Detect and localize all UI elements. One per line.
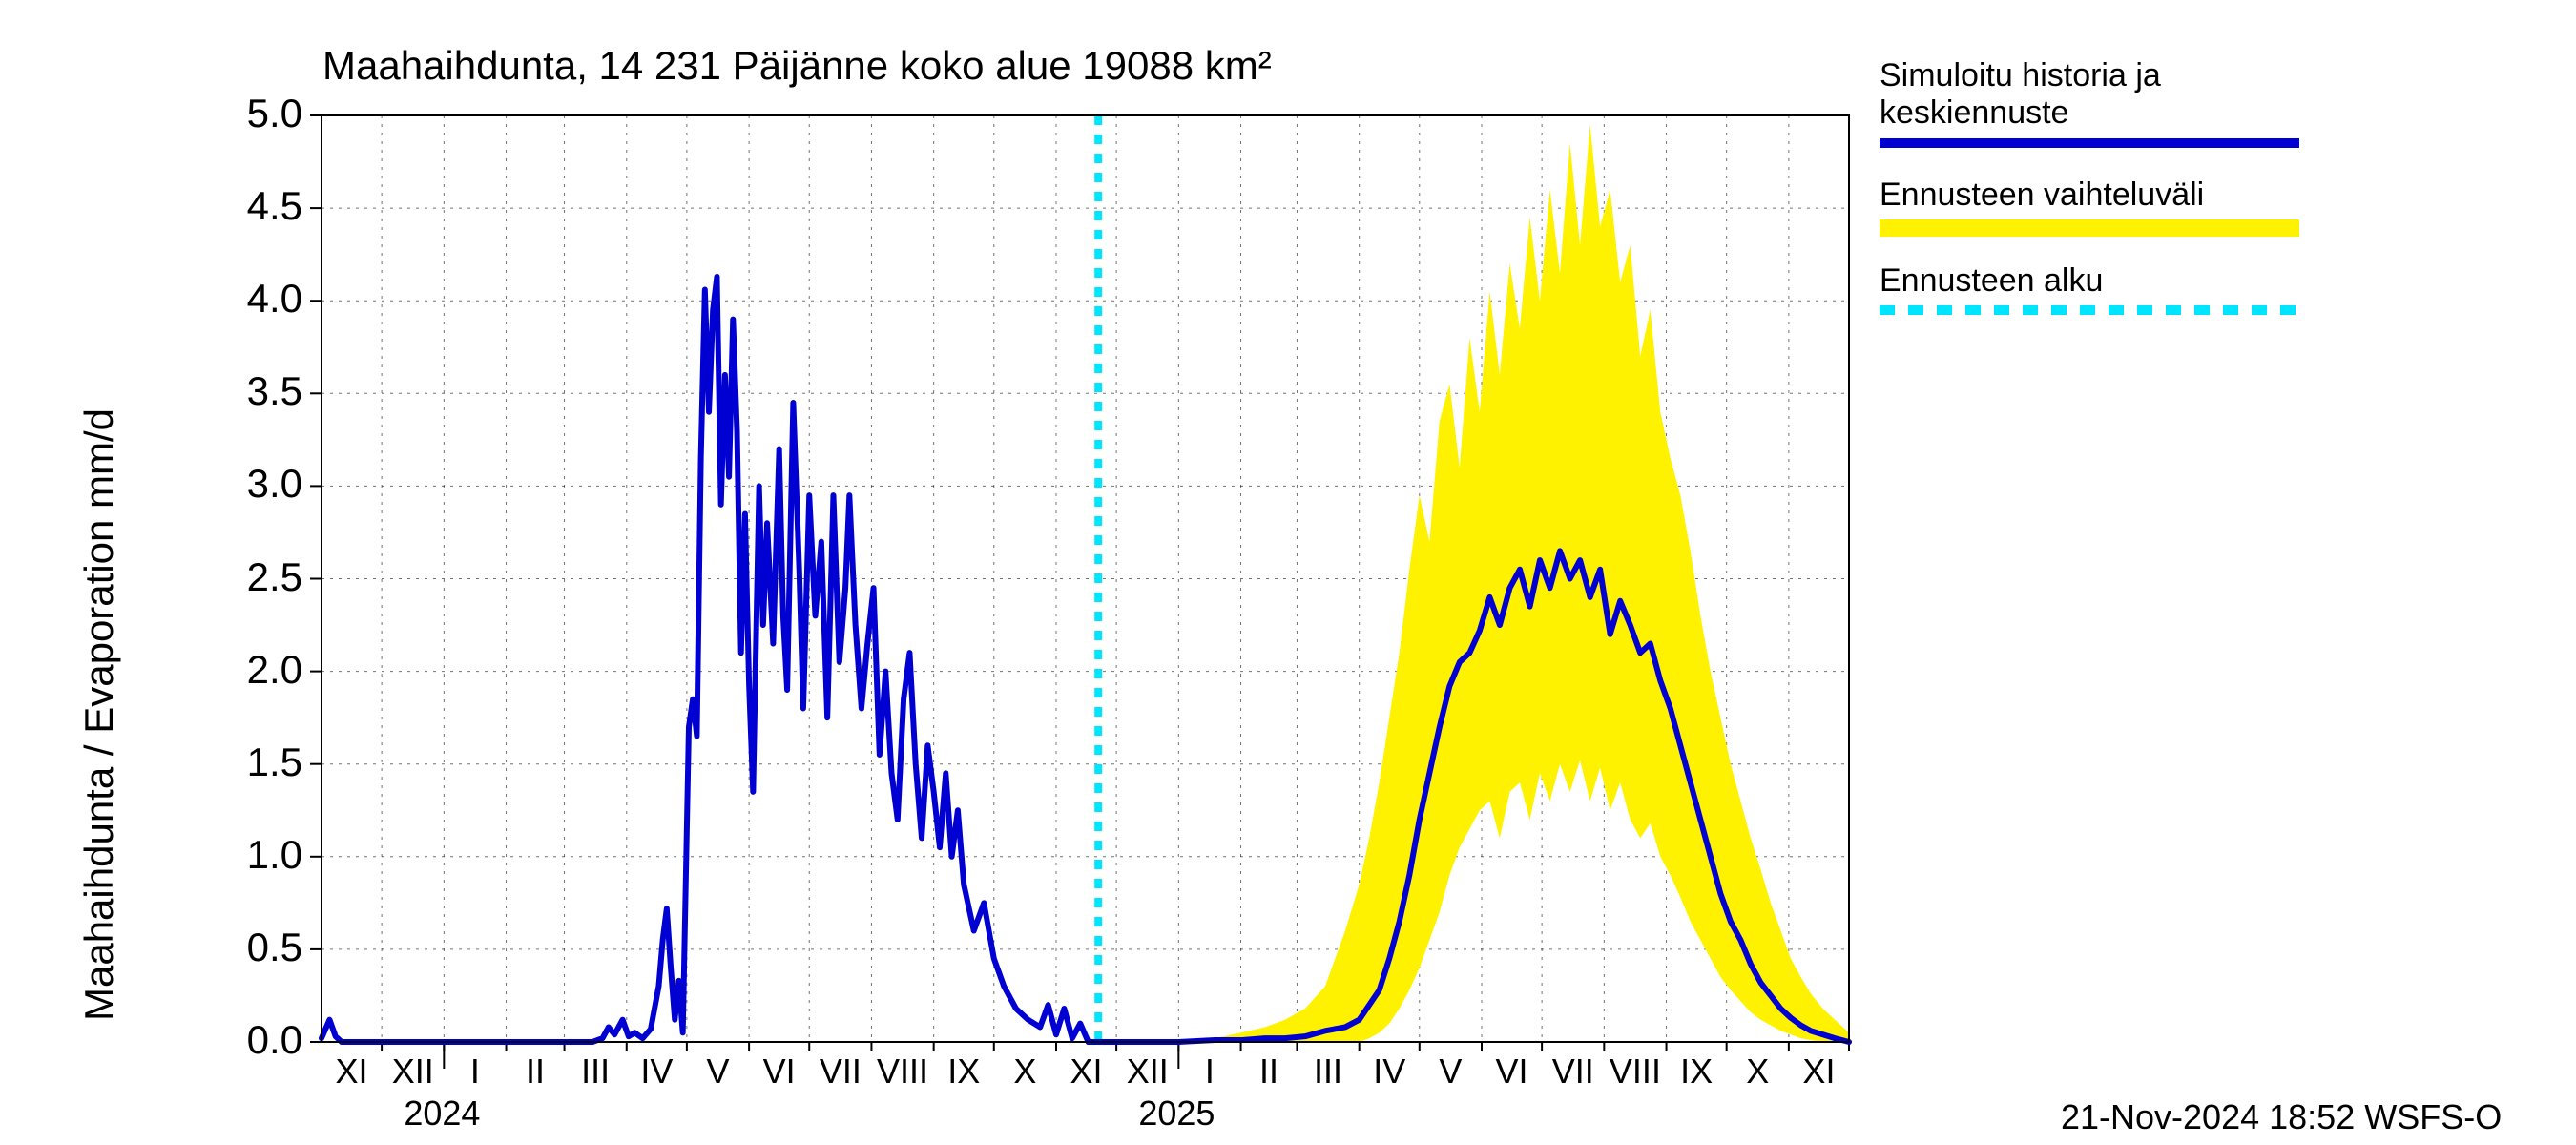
x-month-label: V [706, 1051, 729, 1092]
x-month-label: IV [1373, 1051, 1405, 1092]
y-tick-label: 1.5 [217, 739, 302, 785]
x-month-label: XI [1802, 1051, 1835, 1092]
x-month-label: VI [1496, 1051, 1528, 1092]
x-month-label: XII [392, 1051, 434, 1092]
x-month-label: VII [1552, 1051, 1594, 1092]
legend-label-forecast-start: Ennusteen alku [1880, 262, 2309, 300]
x-month-label: IV [640, 1051, 673, 1092]
x-year-label: 2025 [1138, 1093, 1215, 1134]
x-month-label: IX [1680, 1051, 1713, 1092]
x-month-label: III [1314, 1051, 1342, 1092]
legend-swatch-forecast-start [1880, 305, 2299, 315]
chart-footer: 21-Nov-2024 18:52 WSFS-O [2061, 1097, 2502, 1137]
x-month-label: V [1439, 1051, 1462, 1092]
x-month-label: VIII [877, 1051, 928, 1092]
x-month-label: I [1205, 1051, 1215, 1092]
legend-label-band: Ennusteen vaihteluväli [1880, 177, 2309, 214]
y-tick-label: 3.5 [217, 368, 302, 414]
x-month-label: VIII [1610, 1051, 1661, 1092]
y-tick-label: 2.5 [217, 554, 302, 600]
y-tick-label: 2.0 [217, 647, 302, 693]
y-tick-label: 4.0 [217, 276, 302, 322]
y-tick-label: 3.0 [217, 461, 302, 507]
y-tick-label: 0.5 [217, 925, 302, 970]
y-tick-label: 0.0 [217, 1017, 302, 1063]
x-month-label: X [1013, 1051, 1036, 1092]
y-tick-label: 5.0 [217, 91, 302, 136]
y-axis-label: Maahaihdunta / Evaporation mm/d [76, 408, 122, 1021]
x-month-label: VII [820, 1051, 862, 1092]
y-tick-label: 4.5 [217, 183, 302, 229]
x-month-label: XII [1127, 1051, 1169, 1092]
x-month-label: II [526, 1051, 545, 1092]
x-month-label: III [581, 1051, 610, 1092]
x-month-label: II [1259, 1051, 1278, 1092]
x-month-label: X [1746, 1051, 1769, 1092]
evaporation-chart: Maahaihdunta, 14 231 Päijänne koko alue … [0, 0, 2576, 1145]
x-year-label: 2024 [404, 1093, 480, 1134]
legend-label-median: Simuloitu historia ja keskiennuste [1880, 57, 2309, 132]
x-month-label: IX [947, 1051, 980, 1092]
x-month-label: XI [336, 1051, 368, 1092]
x-month-label: I [470, 1051, 480, 1092]
plot-area [322, 115, 1849, 1042]
x-month-label: VI [763, 1051, 796, 1092]
legend-swatch-median [1880, 138, 2299, 148]
x-month-label: XI [1070, 1051, 1103, 1092]
chart-title: Maahaihdunta, 14 231 Päijänne koko alue … [322, 43, 1272, 89]
legend-swatch-band [1880, 219, 2299, 237]
y-tick-label: 1.0 [217, 832, 302, 878]
